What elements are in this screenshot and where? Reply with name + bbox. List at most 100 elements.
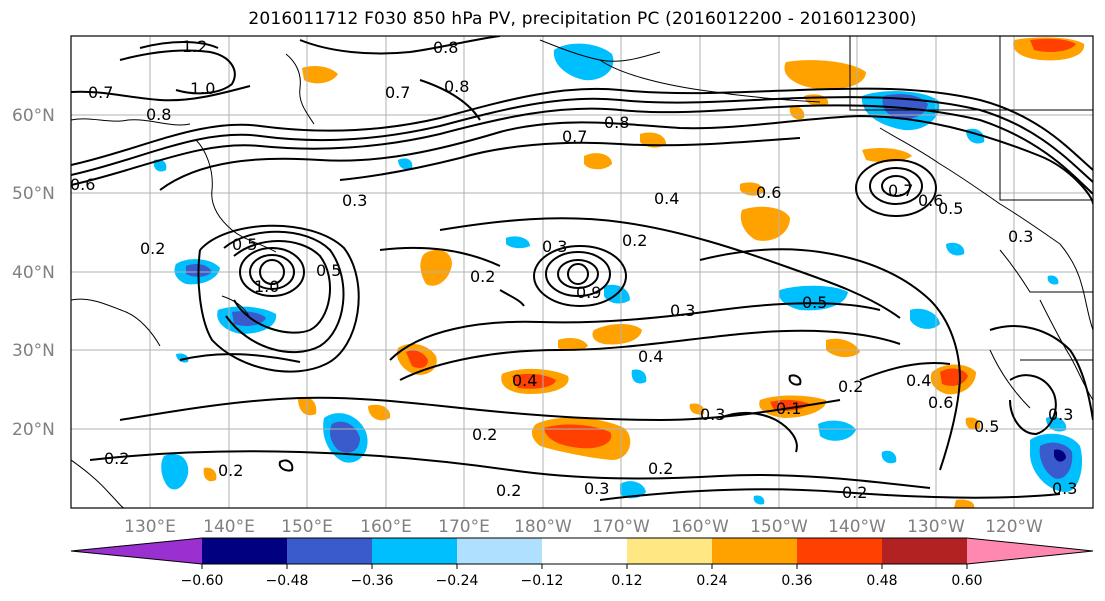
contour-label: 0.3	[342, 191, 367, 210]
colorbar-tick-label: −0.60	[181, 573, 224, 589]
contour-label: 0.5	[232, 235, 257, 254]
contour-label: 0.5	[316, 261, 341, 280]
contour-label: 0.8	[433, 38, 458, 57]
precip-positive-area	[740, 206, 790, 241]
precip-positive-area	[302, 66, 338, 84]
colorbar-segment	[372, 538, 457, 564]
contour-label: 0.8	[146, 105, 171, 124]
precip-negative-area	[620, 481, 646, 499]
precip-negative-area	[1054, 449, 1066, 462]
contour-label: 0.3	[1008, 227, 1033, 246]
precip-negative-area	[1047, 275, 1059, 285]
contour-label: 0.2	[218, 461, 243, 480]
contour-label: 0.6	[756, 183, 781, 202]
contour-label: 0.3	[542, 237, 567, 256]
precip-positive-area	[784, 60, 866, 90]
lon-label: 160°W	[671, 517, 729, 537]
precip-positive-area	[203, 467, 217, 482]
contour-label: 0.2	[496, 481, 521, 500]
precip-positive-area	[689, 403, 705, 415]
longitude-labels: 130°E 140°E 150°E 160°E 170°E 180°W 170°…	[124, 517, 1043, 537]
colorbar-tick-label: 0.36	[781, 573, 812, 589]
precip-negative-area	[553, 43, 614, 81]
contour-label: 0.6	[918, 191, 943, 210]
contour-label: 0.2	[470, 267, 495, 286]
contour-label: 0.6	[928, 393, 953, 412]
colorbar-tick-label: −0.36	[351, 573, 394, 589]
precip-negative-area	[753, 495, 765, 505]
precip-positive-area	[770, 399, 810, 411]
lat-label: 40°N	[12, 263, 55, 283]
contour-labels: 1.2 1.0 0.8 0.7 0.8 0.8 0.6 0.7 0.8 0.7 …	[70, 37, 1077, 502]
precip-positive-area	[740, 182, 764, 196]
colorbar-segment	[71, 538, 202, 564]
contour-label: 1.0	[190, 79, 215, 98]
lon-label: 140°W	[828, 517, 886, 537]
precip-positive-area	[940, 368, 968, 386]
contour-label: 0.2	[842, 483, 867, 502]
colorbar-segment	[967, 538, 1093, 564]
precip-negative-area	[161, 454, 189, 490]
precip-positive-area	[368, 404, 391, 421]
precip-positive-area	[1030, 38, 1076, 52]
contour-label: 0.5	[938, 199, 963, 218]
lon-label: 150°W	[750, 517, 808, 537]
pv-contours	[71, 36, 1093, 501]
colorbar-segment	[542, 538, 627, 564]
contour-label: 0.3	[700, 405, 725, 424]
precip-negative-area	[881, 450, 897, 464]
contour-label: 0.2	[648, 459, 673, 478]
contour-label: 0.4	[638, 347, 663, 366]
colorbar-segment	[202, 538, 287, 564]
colorbar-tick-label: −0.12	[521, 573, 564, 589]
lon-label: 130°E	[124, 517, 176, 537]
contour-label: 0.5	[802, 293, 827, 312]
contour-label: 0.3	[670, 301, 695, 320]
colorbar-tick-label: −0.48	[266, 573, 309, 589]
precip-positive-area	[558, 338, 588, 351]
lat-label: 30°N	[12, 341, 55, 361]
colorbar-tick-label: 0.24	[696, 573, 727, 589]
contour-label: 0.4	[906, 371, 931, 390]
lon-label: 170°E	[438, 517, 490, 537]
lon-label: 180°W	[514, 517, 572, 537]
colorbar-segment	[457, 538, 542, 564]
colorbar-segment	[797, 538, 882, 564]
lat-label: 50°N	[12, 184, 55, 204]
contour-label: 1.2	[182, 37, 207, 56]
precip-positive-area	[862, 148, 912, 163]
graticule	[71, 36, 1093, 508]
colorbar-tick-label: −0.24	[436, 573, 479, 589]
contour-label: 0.2	[472, 425, 497, 444]
contour-label: 0.7	[88, 83, 113, 102]
lon-label: 130°W	[907, 517, 965, 537]
contour-label: 0.6	[70, 175, 95, 194]
precip-negative-area	[818, 420, 856, 441]
precip-positive-area	[592, 324, 642, 345]
colorbar-tick-label: 0.60	[951, 573, 982, 589]
precip-positive-area	[826, 338, 860, 358]
precip-negative-area	[176, 353, 189, 363]
lon-label: 140°E	[203, 517, 255, 537]
precip-positive-area	[954, 499, 975, 508]
lon-label: 160°E	[360, 517, 412, 537]
precip-positive-area	[965, 417, 981, 430]
contour-label: 0.8	[604, 113, 629, 132]
precip-negative-area	[153, 159, 167, 172]
precip-negative-area	[1039, 442, 1073, 479]
contour-label: 0.9	[576, 283, 601, 302]
colorbar-tick-label: 0.12	[611, 573, 642, 589]
precip-positive-area	[584, 153, 612, 170]
colorbar-segment	[712, 538, 797, 564]
contour-label: 0.2	[622, 231, 647, 250]
precip-positive-area	[804, 94, 829, 106]
contour-label: 0.7	[385, 83, 410, 102]
map-title: 2016011712 F030 850 hPa PV, precipitatio…	[248, 9, 917, 29]
contour-label: 0.2	[140, 239, 165, 258]
contour-label: 0.2	[104, 449, 129, 468]
precip-negative-area	[946, 242, 965, 256]
precip-positive-area	[420, 249, 452, 286]
contour-label: 0.7	[562, 127, 587, 146]
precip-negative-area	[506, 236, 530, 249]
